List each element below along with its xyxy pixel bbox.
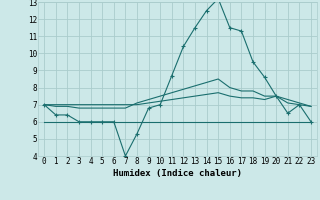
X-axis label: Humidex (Indice chaleur): Humidex (Indice chaleur) [113,169,242,178]
